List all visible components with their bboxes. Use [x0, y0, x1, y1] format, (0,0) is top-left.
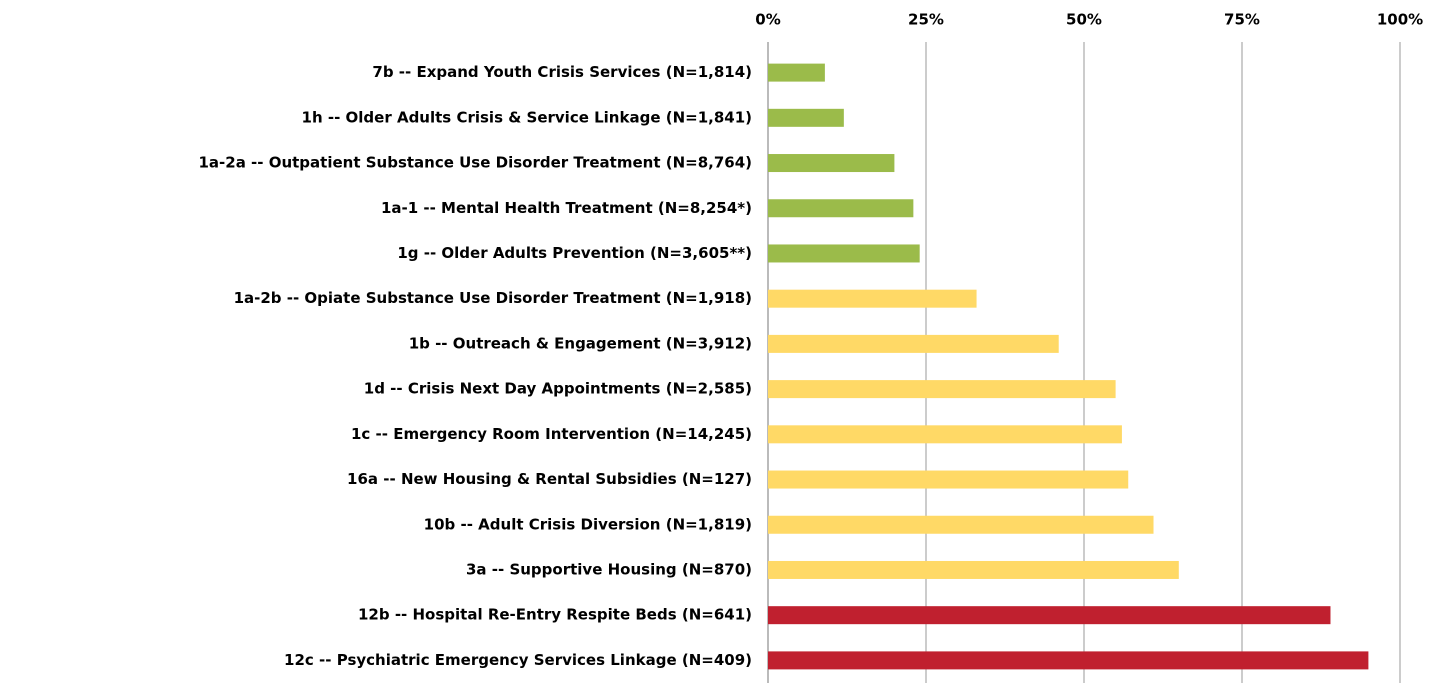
y-tick-label: 1a-2a -- Outpatient Substance Use Disord… [198, 154, 752, 172]
y-tick-label: 16a -- New Housing & Rental Subsidies (N… [347, 470, 752, 488]
bar [768, 334, 1059, 353]
y-tick-label: 1c -- Emergency Room Intervention (N=14,… [351, 425, 752, 443]
bar [768, 606, 1331, 625]
x-tick-label: 25% [908, 11, 944, 29]
y-tick-label: 1h -- Older Adults Crisis & Service Link… [302, 108, 752, 126]
bar [768, 470, 1129, 489]
x-tick-label: 75% [1224, 11, 1260, 29]
y-tick-label: 10b -- Adult Crisis Diversion (N=1,819) [424, 515, 752, 533]
bar [768, 199, 914, 218]
bar [768, 63, 825, 82]
y-tick-label: 1d -- Crisis Next Day Appointments (N=2,… [364, 380, 752, 398]
bar [768, 108, 844, 127]
y-tick-label: 3a -- Supportive Housing (N=870) [466, 560, 752, 578]
bar [768, 651, 1369, 670]
bar [768, 560, 1179, 579]
y-tick-label: 1a-2b -- Opiate Substance Use Disorder T… [234, 289, 752, 307]
x-tick-label: 100% [1377, 11, 1423, 29]
x-tick-label: 50% [1066, 11, 1102, 29]
y-tick-label: 1b -- Outreach & Engagement (N=3,912) [409, 334, 752, 352]
bar [768, 154, 895, 173]
y-tick-label: 1g -- Older Adults Prevention (N=3,605**… [397, 244, 752, 262]
y-tick-label: 1a-1 -- Mental Health Treatment (N=8,254… [381, 199, 752, 217]
y-tick-label: 12c -- Psychiatric Emergency Services Li… [284, 651, 752, 669]
y-tick-label: 7b -- Expand Youth Crisis Services (N=1,… [372, 63, 752, 81]
bar [768, 244, 920, 263]
bar [768, 515, 1154, 534]
y-tick-label: 12b -- Hospital Re-Entry Respite Beds (N… [358, 606, 752, 624]
x-tick-label: 0% [755, 11, 780, 29]
bar [768, 425, 1122, 444]
bar [768, 380, 1116, 399]
bar [768, 289, 977, 308]
